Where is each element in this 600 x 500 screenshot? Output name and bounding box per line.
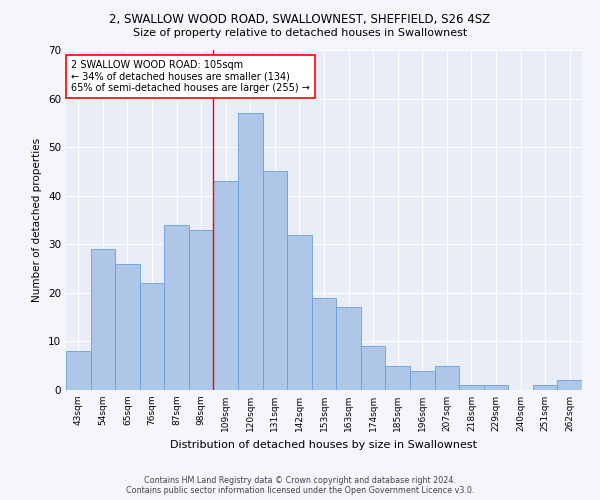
Bar (484, 385, 508, 390)
Bar (459, 385, 484, 390)
Bar (115, 264, 140, 390)
Bar (263, 172, 287, 390)
Text: 2, SWALLOW WOOD ROAD, SWALLOWNEST, SHEFFIELD, S26 4SZ: 2, SWALLOW WOOD ROAD, SWALLOWNEST, SHEFF… (109, 12, 491, 26)
Bar (164, 225, 189, 390)
Bar (385, 366, 410, 390)
Text: 2 SWALLOW WOOD ROAD: 105sqm
← 34% of detached houses are smaller (134)
65% of se: 2 SWALLOW WOOD ROAD: 105sqm ← 34% of det… (71, 60, 310, 94)
Bar (312, 298, 336, 390)
Bar (434, 366, 459, 390)
Bar (361, 346, 385, 390)
Bar (410, 370, 434, 390)
Bar (140, 283, 164, 390)
Bar (91, 249, 115, 390)
Bar (189, 230, 214, 390)
Bar (66, 351, 91, 390)
Text: Size of property relative to detached houses in Swallownest: Size of property relative to detached ho… (133, 28, 467, 38)
Y-axis label: Number of detached properties: Number of detached properties (32, 138, 43, 302)
Bar (557, 380, 582, 390)
Bar (238, 113, 263, 390)
Text: Contains HM Land Registry data © Crown copyright and database right 2024.
Contai: Contains HM Land Registry data © Crown c… (126, 476, 474, 495)
Bar (287, 234, 312, 390)
Bar (336, 308, 361, 390)
Bar (533, 385, 557, 390)
Bar (214, 181, 238, 390)
X-axis label: Distribution of detached houses by size in Swallownest: Distribution of detached houses by size … (170, 440, 478, 450)
